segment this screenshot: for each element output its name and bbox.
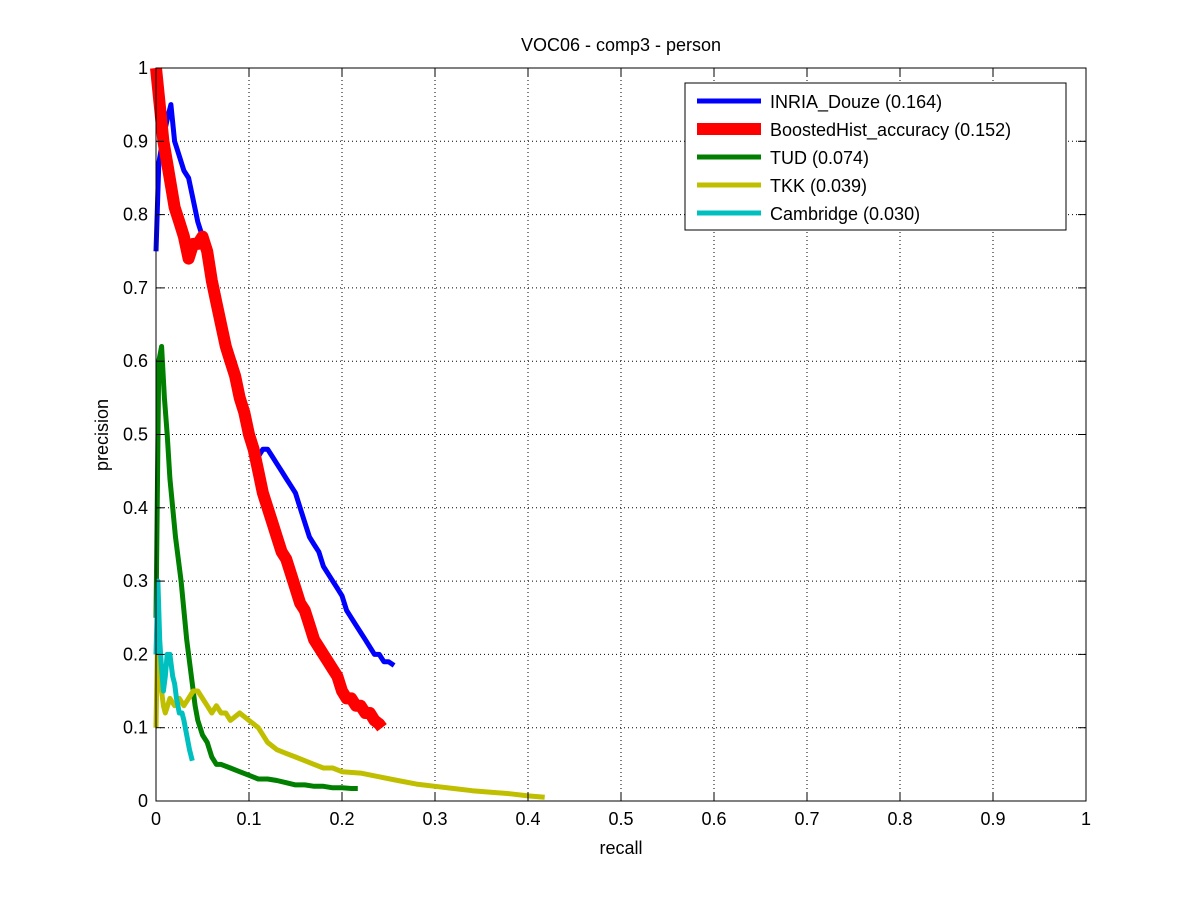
y-tick-label: 0.2 [123, 644, 148, 664]
y-tick-label: 1 [138, 58, 148, 78]
legend: INRIA_Douze (0.164) BoostedHist_accuracy … [684, 82, 1067, 231]
chart-title: VOC06 - comp3 - person [521, 35, 721, 55]
series-line-0 [153, 102, 396, 668]
legend-label-0: INRIA_Douze (0.164) [770, 92, 942, 113]
legend-label-1: BoostedHist_accuracy (0.152) [770, 120, 1011, 141]
x-tick-label: 0.5 [608, 809, 633, 829]
x-tick-label: 0.4 [515, 809, 540, 829]
y-tick-label: 0.7 [123, 278, 148, 298]
legend-label-4: Cambridge (0.030) [770, 204, 920, 224]
x-tick-label: 0.8 [887, 809, 912, 829]
x-tick-label: 0 [151, 809, 161, 829]
x-tick-label: 1 [1081, 809, 1091, 829]
y-tick-label: 0.4 [123, 498, 148, 518]
x-tick-label: 0.2 [329, 809, 354, 829]
y-tick-label: 0.1 [123, 718, 148, 738]
y-tick-label: 0.6 [123, 351, 148, 371]
x-axis-title: recall [599, 838, 642, 858]
grid [156, 68, 1086, 801]
y-tick-label: 0.9 [123, 131, 148, 151]
x-ticks: 0 0.1 0.2 0.3 0.4 0.5 0.6 0.7 0.8 0.9 1 [151, 68, 1091, 829]
x-tick-label: 0.1 [236, 809, 261, 829]
series-layer [150, 67, 545, 800]
y-tick-label: 0.3 [123, 571, 148, 591]
series-line-1 [150, 67, 387, 732]
series-line-2 [153, 344, 358, 791]
x-tick-label: 0.6 [701, 809, 726, 829]
x-tick-label: 0.9 [980, 809, 1005, 829]
x-tick-label: 0.7 [794, 809, 819, 829]
y-ticks: 0 0.1 0.2 0.3 0.4 0.5 0.6 0.7 0.8 0.9 1 [123, 58, 1086, 811]
y-axis-title: precision [92, 399, 112, 471]
series-line-4 [153, 578, 195, 762]
legend-label-3: TKK (0.039) [770, 176, 867, 196]
x-tick-label: 0.3 [422, 809, 447, 829]
legend-label-2: TUD (0.074) [770, 148, 869, 168]
series-line-3 [153, 615, 545, 800]
y-tick-label: 0.8 [123, 205, 148, 225]
y-tick-label: 0.5 [123, 425, 148, 445]
y-tick-label: 0 [138, 791, 148, 811]
